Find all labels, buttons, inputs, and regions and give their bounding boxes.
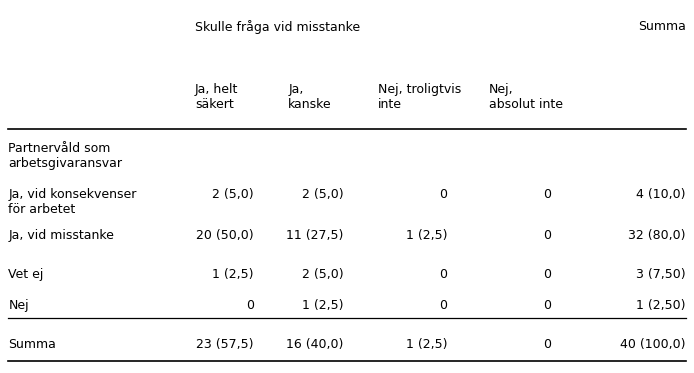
- Text: 4 (10,0): 4 (10,0): [636, 188, 686, 201]
- Text: 1 (2,5): 1 (2,5): [406, 338, 447, 351]
- Text: 0: 0: [543, 188, 551, 201]
- Text: 1 (2,5): 1 (2,5): [212, 268, 254, 281]
- Text: 0: 0: [439, 188, 447, 201]
- Text: 0: 0: [439, 300, 447, 313]
- Text: 40 (100,0): 40 (100,0): [620, 338, 686, 351]
- Text: 0: 0: [543, 229, 551, 242]
- Text: 23 (57,5): 23 (57,5): [196, 338, 254, 351]
- Text: 2 (5,0): 2 (5,0): [212, 188, 254, 201]
- Text: 20 (50,0): 20 (50,0): [196, 229, 254, 242]
- Text: 1 (2,5): 1 (2,5): [406, 229, 447, 242]
- Text: 0: 0: [543, 268, 551, 281]
- Text: 16 (40,0): 16 (40,0): [286, 338, 344, 351]
- Text: Ja, vid misstanke: Ja, vid misstanke: [8, 229, 115, 242]
- Text: 0: 0: [439, 268, 447, 281]
- Text: Ja,
kanske: Ja, kanske: [288, 83, 332, 111]
- Text: 2 (5,0): 2 (5,0): [302, 188, 344, 201]
- Text: 0: 0: [543, 338, 551, 351]
- Text: Summa: Summa: [638, 20, 686, 33]
- Text: 1 (2,5): 1 (2,5): [302, 300, 344, 313]
- Text: Vet ej: Vet ej: [8, 268, 44, 281]
- Text: Skulle fråga vid misstanke: Skulle fråga vid misstanke: [195, 20, 360, 34]
- Text: Partnervåld som
arbetsgivaransvar: Partnervåld som arbetsgivaransvar: [8, 142, 122, 170]
- Text: Nej, troligtvis
inte: Nej, troligtvis inte: [378, 83, 462, 111]
- Text: Ja, helt
säkert: Ja, helt säkert: [195, 83, 238, 111]
- Text: 32 (80,0): 32 (80,0): [628, 229, 686, 242]
- Text: Ja, vid konsekvenser
för arbetet: Ja, vid konsekvenser för arbetet: [8, 188, 137, 216]
- Text: 2 (5,0): 2 (5,0): [302, 268, 344, 281]
- Text: 3 (7,50): 3 (7,50): [636, 268, 686, 281]
- Text: Nej: Nej: [8, 300, 29, 313]
- Text: 0: 0: [246, 300, 254, 313]
- Text: Summa: Summa: [8, 338, 56, 351]
- Text: 11 (27,5): 11 (27,5): [286, 229, 344, 242]
- Text: 0: 0: [543, 300, 551, 313]
- Text: 1 (2,50): 1 (2,50): [636, 300, 686, 313]
- Text: Nej,
absolut inte: Nej, absolut inte: [489, 83, 563, 111]
